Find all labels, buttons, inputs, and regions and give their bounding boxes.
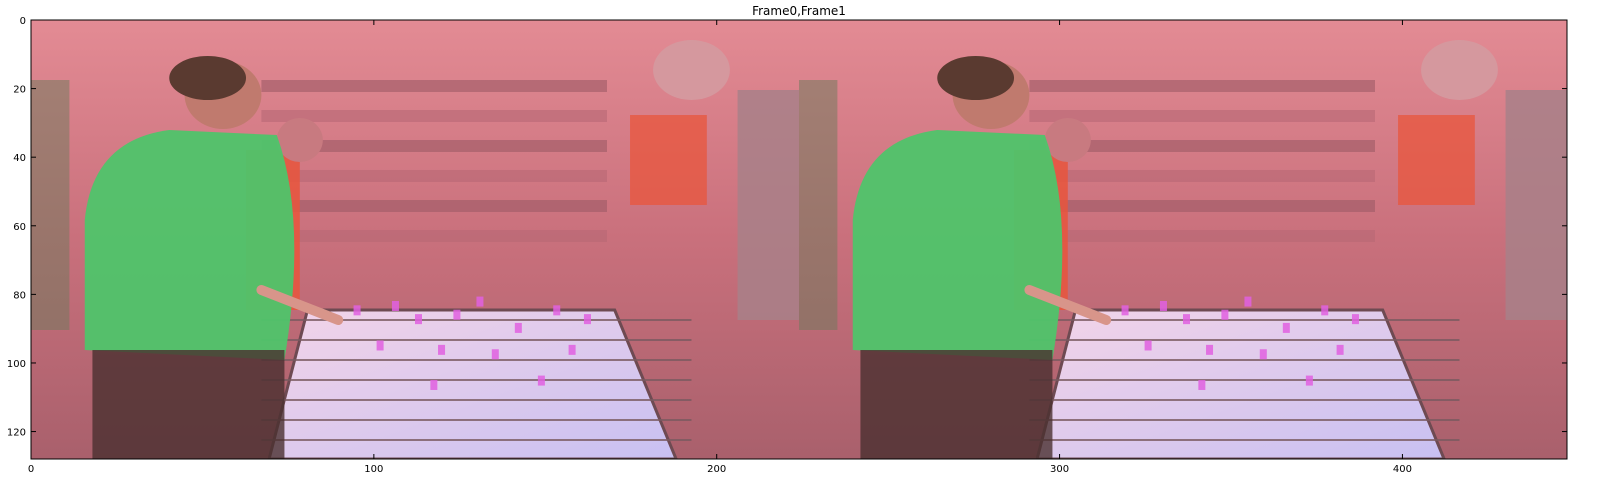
crowd-band: [1029, 170, 1375, 182]
person-right-arm: [1505, 90, 1567, 320]
foosball-player: [476, 296, 484, 307]
foosball-player: [438, 344, 446, 355]
y-tick-label: 60: [13, 222, 26, 233]
foosball-player: [583, 314, 591, 325]
person-right-arm: [737, 90, 799, 320]
foosball-player: [376, 340, 384, 351]
foosball-player: [537, 375, 545, 386]
y-tick-label: 120: [7, 428, 26, 439]
person-green-arm: [256, 285, 344, 325]
crowd-band: [261, 200, 607, 212]
crowd-band: [1029, 200, 1375, 212]
crowd-band: [261, 110, 607, 122]
foosball-player: [1159, 300, 1167, 311]
x-tick-label: 200: [707, 464, 726, 475]
foosball-player: [1321, 305, 1329, 316]
crowd-band: [261, 170, 607, 182]
foosball-table: [267, 308, 678, 459]
person-green-arm: [1024, 285, 1112, 325]
y-tick-label: 0: [20, 16, 26, 27]
crowd-band: [261, 80, 607, 92]
foosball-player: [391, 300, 399, 311]
person-green-pants: [860, 350, 1053, 459]
foosball-player: [1305, 375, 1313, 386]
foosball-table: [1035, 308, 1446, 459]
foosball-player: [1183, 314, 1190, 325]
foosball-player: [1121, 305, 1129, 316]
frame-image-0: [31, 20, 799, 459]
y-tick-label: 100: [7, 359, 26, 370]
y-tick-label: 20: [13, 85, 26, 96]
crowd-band: [1029, 110, 1375, 122]
person-cap: [1421, 40, 1498, 100]
crowd-band: [1029, 80, 1375, 92]
crowd-band: [261, 140, 607, 152]
foosball-player: [453, 309, 461, 320]
foosball-player: [430, 379, 438, 390]
foosball-player: [1206, 344, 1214, 355]
foosball-player: [514, 322, 522, 333]
person-green-hair: [169, 56, 247, 100]
y-axis: 0 20 40 60 80 100 120: [7, 16, 1567, 439]
chart-title: Frame0,Frame1: [752, 4, 846, 18]
foosball-player: [1198, 379, 1206, 390]
person-cap: [653, 40, 730, 100]
crowd-band: [1029, 230, 1375, 242]
foosball-player: [353, 305, 361, 316]
x-tick-label: 300: [1050, 464, 1069, 475]
person-orange-head: [1044, 118, 1091, 162]
foosball-player: [491, 349, 499, 360]
foosball-player: [1259, 349, 1267, 360]
foosball-player: [1351, 314, 1359, 325]
plant: [31, 80, 70, 330]
x-tick-label: 400: [1393, 464, 1412, 475]
x-axis: 0 100 200 300 400: [28, 20, 1412, 475]
person-orange-head: [276, 118, 323, 162]
person-right-shirt: [630, 115, 707, 205]
person-green-shirt: [84, 130, 295, 360]
foosball-player: [1282, 322, 1290, 333]
foosball-player: [1144, 340, 1152, 351]
x-tick-label: 100: [364, 464, 383, 475]
foosball-player: [553, 305, 561, 316]
person-right-shirt: [1398, 115, 1475, 205]
person-green-hair: [937, 56, 1015, 100]
y-tick-label: 40: [13, 153, 26, 164]
x-tick-label: 0: [28, 464, 34, 475]
foosball-player: [1244, 296, 1252, 307]
foosball-player: [415, 314, 422, 325]
foosball-player: [1336, 344, 1344, 355]
plant: [799, 80, 838, 330]
foosball-player: [1221, 309, 1229, 320]
person-green-pants: [92, 350, 285, 459]
crowd-band: [261, 230, 607, 242]
axes-frame: [30, 19, 1568, 460]
crowd-band: [1029, 140, 1375, 152]
frame-image-1: [799, 20, 1567, 459]
foosball-player: [568, 344, 576, 355]
y-tick-label: 80: [13, 290, 26, 301]
image-area: [31, 20, 1567, 459]
person-green-shirt: [852, 130, 1063, 360]
